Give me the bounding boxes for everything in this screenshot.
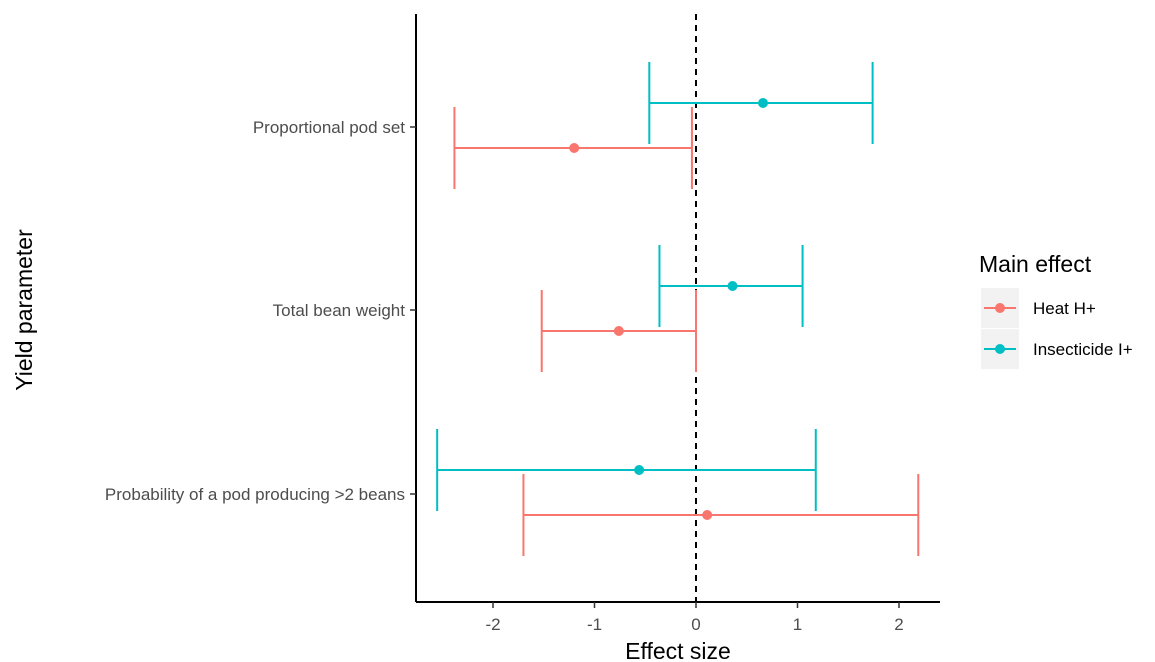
estimate-point xyxy=(702,510,713,520)
x-tick-label: -1 xyxy=(587,615,602,634)
legend: Main effect Heat H+ Insecticide I+ xyxy=(979,251,1133,369)
estimate-point xyxy=(569,143,580,153)
legend-label: Insecticide I+ xyxy=(1033,340,1133,359)
x-axis-title: Effect size xyxy=(625,638,731,662)
x-tick-label: -2 xyxy=(485,615,500,634)
y-tick-label: Proportional pod set xyxy=(253,118,405,137)
estimate-point xyxy=(757,98,768,108)
legend-key-point xyxy=(995,303,1005,313)
legend-title: Main effect xyxy=(979,251,1092,277)
legend-label: Heat H+ xyxy=(1033,299,1096,318)
estimate-point xyxy=(634,465,645,475)
legend-key-point xyxy=(995,344,1005,354)
estimate-point xyxy=(613,326,624,336)
y-tick-label: Total bean weight xyxy=(273,301,406,320)
y-axis-title: Yield parameter xyxy=(11,229,37,391)
x-tick-label: 0 xyxy=(691,615,700,634)
plot-area xyxy=(436,14,920,602)
x-tick-label: 2 xyxy=(894,615,903,634)
estimate-point xyxy=(727,281,738,291)
x-tick-label: 1 xyxy=(793,615,802,634)
y-tick-label: Probability of a pod producing >2 beans xyxy=(105,485,405,504)
